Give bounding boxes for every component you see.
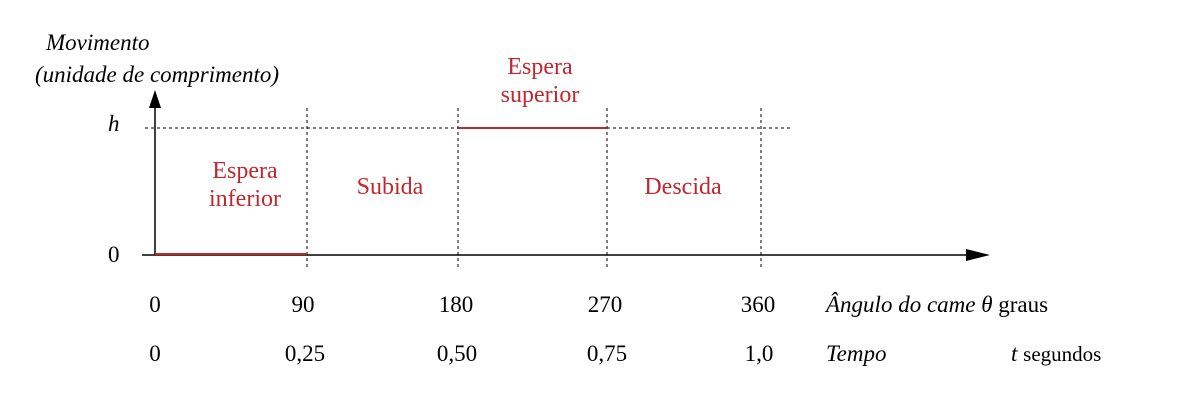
time-axis-unit-label: t segundos	[1011, 341, 1101, 367]
y-tick-h: h	[108, 111, 120, 136]
angle-tick-0: 0	[149, 292, 161, 317]
angle-tick-270: 270	[587, 292, 623, 317]
y-axis-title-line1: Movimento	[46, 30, 150, 55]
segment-high-dwell-line2: superior	[500, 81, 580, 108]
segment-low-dwell-line2: inferior	[209, 185, 281, 212]
time-symbol: t	[1011, 341, 1018, 366]
angle-tick-90: 90	[291, 292, 315, 317]
angle-tick-360: 360	[740, 292, 776, 317]
segment-label-high-dwell: Espera superior	[501, 54, 580, 109]
angle-tick-180: 180	[438, 292, 474, 317]
time-unit: segundos	[1023, 342, 1102, 366]
time-axis-label: Tempo	[826, 341, 887, 366]
segment-label-rise: Subida	[356, 174, 424, 200]
time-tick-075: 0,75	[586, 341, 628, 366]
angle-axis-unit: graus	[998, 292, 1049, 317]
segment-low-dwell-line1: Espera	[212, 158, 278, 184]
y-axis-arrowhead	[149, 90, 161, 108]
angle-axis-label-italic: Ângulo do came θ	[826, 292, 993, 317]
time-tick-025: 0,25	[284, 341, 326, 366]
x-axis-arrowhead	[966, 249, 990, 261]
segment-high-dwell-line1: Espera	[507, 54, 573, 80]
time-tick-10: 1,0	[744, 341, 774, 366]
y-axis-title-line2: (unidade de comprimento)	[35, 62, 279, 87]
time-tick-0: 0	[149, 341, 161, 366]
time-tick-050: 0,50	[436, 341, 478, 366]
angle-axis-label: Ângulo do came θ graus	[826, 292, 1048, 318]
segment-label-low-dwell: Espera inferior	[209, 158, 281, 213]
segment-label-fall: Descida	[644, 174, 722, 200]
y-tick-0: 0	[108, 242, 120, 267]
